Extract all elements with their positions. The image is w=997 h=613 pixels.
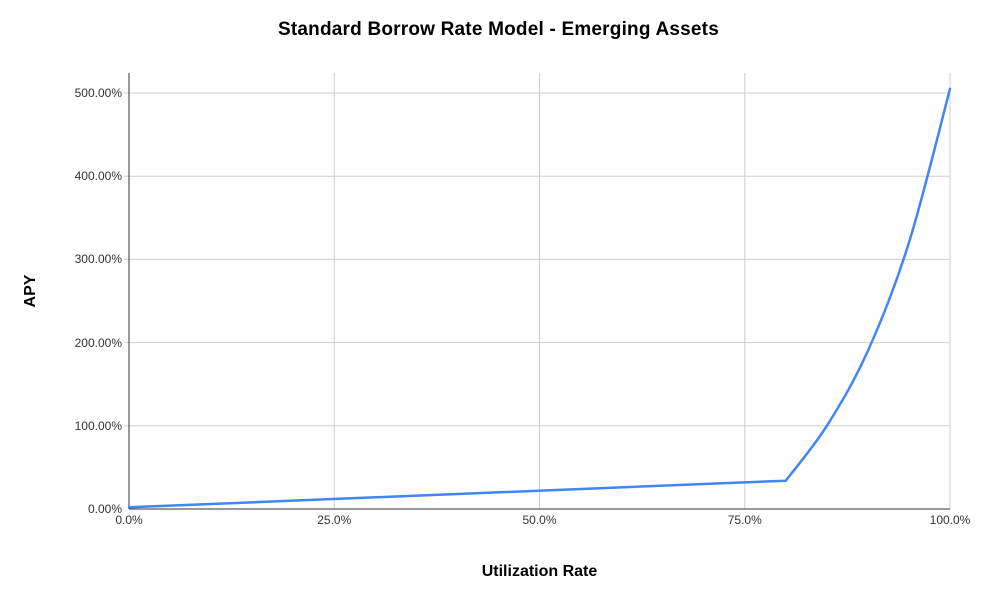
x-axis-title: Utilization Rate [481,563,598,580]
y-tick-label-200: 200.00% [74,335,122,350]
y-tick-label-300: 300.00% [74,252,122,267]
y-tick-label-0: 0.00% [87,502,122,516]
y-tick-label-500: 500.00% [74,86,122,100]
x-tick-label-100: 100.0% [929,513,971,527]
y-tick-label-400: 400.00% [74,169,122,184]
x-tick-label-50: 50.0% [522,513,557,527]
y-tick-label-100: 100.00% [74,418,122,433]
x-tick-label-75: 75.0% [727,513,762,527]
chart-title: Standard Borrow Rate Model - Emerging As… [278,19,719,40]
x-tick-label-25: 25.0% [317,513,352,527]
x-tick-label-0: 0.0% [115,513,143,527]
borrow-rate-series-line [127,87,952,509]
